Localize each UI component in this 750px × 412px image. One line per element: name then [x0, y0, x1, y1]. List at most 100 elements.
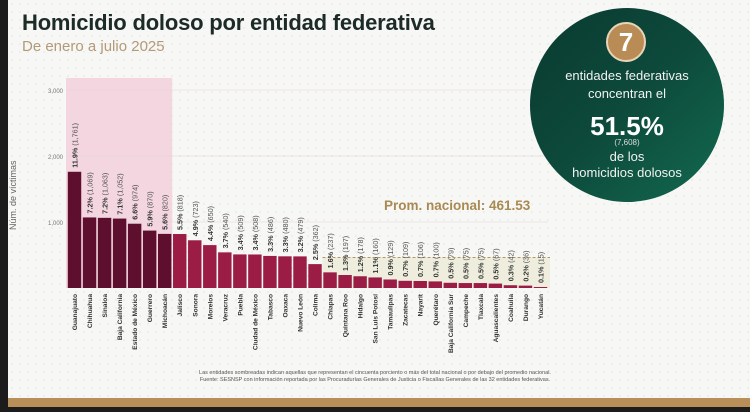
footnote-note: Las entidades sombreadas indican aquella…: [199, 370, 551, 376]
bar: [127, 223, 142, 288]
data-label: 7.2% (1,063): [101, 173, 110, 214]
bar: [518, 285, 533, 288]
x-tick-label: Tamaulipas: [388, 294, 395, 330]
x-tick-label: Ciudad de México: [252, 294, 259, 350]
data-label: 3.4% (509): [236, 215, 245, 250]
page-subtitle: De enero a julio 2025: [22, 38, 165, 55]
data-label: 3.4% (508): [251, 215, 260, 250]
x-tick-label: Nuevo León: [297, 294, 304, 332]
data-label: 4.9% (723): [191, 201, 200, 236]
bar: [428, 281, 442, 288]
data-label: 1.6% (237): [326, 233, 335, 268]
data-label: 1.3% (197): [341, 236, 350, 271]
bar: [323, 272, 337, 288]
callout-percent: 51.5%: [590, 111, 664, 141]
callout-line-2: concentran el: [587, 86, 667, 101]
data-label: 0.5% (75): [476, 248, 485, 279]
data-label: 0.7% (106): [416, 242, 425, 277]
data-label: 0.5% (75): [461, 248, 470, 279]
x-tick-label: Coahuila: [508, 294, 515, 322]
data-label: 1.2% (178): [356, 237, 365, 272]
bar: [97, 217, 112, 288]
bar: [488, 283, 503, 288]
x-tick-label: Sinaloa: [102, 294, 109, 318]
data-label: 4.4% (650): [206, 206, 215, 241]
bar: [413, 281, 427, 288]
y-axis-label: Núm. de víctimas: [8, 160, 18, 230]
x-tick-label: Nayarit: [418, 293, 425, 316]
y-tick-label: 2,000: [48, 155, 64, 161]
callout-line-4: homicidios dolosos: [572, 165, 682, 180]
bar: [308, 264, 322, 288]
bar: [398, 280, 412, 288]
x-tick-label: Estado de México: [132, 294, 139, 350]
data-label: 0.7% (109): [401, 242, 410, 277]
data-label: 6.6% (974): [131, 185, 140, 220]
bar: [188, 240, 202, 288]
data-label: 7.2% (1,069): [86, 172, 95, 213]
average-label: Prom. nacional: 461.53: [384, 198, 531, 213]
x-tick-label: Veracruz: [222, 293, 229, 321]
data-label: 3.3% (486): [266, 217, 275, 252]
bar: [533, 287, 548, 288]
data-label: 7.1% (1,052): [116, 173, 125, 214]
bar: [112, 218, 127, 288]
page-title: Homicidio doloso por entidad federativa: [22, 10, 435, 35]
x-tick-label: Querétaro: [433, 294, 440, 326]
x-tick-label: Aguascalientes: [493, 294, 500, 343]
x-tick-label: Hidalgo: [358, 294, 365, 318]
x-tick-label: San Luis Potosí: [373, 293, 380, 344]
footer-gold-bar: [8, 398, 750, 407]
x-tick-label: Durango: [523, 294, 530, 321]
y-tick-label: 1,000: [48, 221, 64, 227]
x-tick-label: Chihuahua: [87, 294, 94, 328]
data-label: 3.3% (480): [281, 217, 290, 252]
data-label: 11.9% (1,761): [71, 123, 80, 168]
x-tick-label: Baja California Sur: [448, 294, 455, 353]
data-label: 0.3% (42): [506, 250, 515, 281]
x-tick-label: Campeche: [463, 294, 470, 328]
x-tick-label: Chiapas: [328, 294, 335, 320]
bar: [263, 255, 277, 288]
data-label: 0.7% (100): [431, 242, 440, 277]
bar: [353, 276, 367, 288]
data-label: 0.1% (15): [536, 252, 545, 283]
data-label: 1.1% (160): [371, 238, 380, 273]
data-label: 0.5% (67): [491, 248, 500, 279]
data-label: 2.5% (362): [311, 225, 320, 260]
data-label: 0.2% (36): [521, 250, 530, 281]
data-label: 5.6% (820): [161, 195, 170, 230]
callout-count: (7,608): [614, 138, 640, 147]
data-label: 5.5% (818): [176, 195, 185, 230]
y-tick-label: 3,000: [48, 89, 64, 95]
bar: [383, 279, 397, 288]
bar: [278, 256, 292, 288]
data-label: 0.9% (129): [386, 240, 395, 275]
bar: [142, 230, 157, 288]
data-label: 0.5% (79): [446, 248, 455, 279]
footnote-source: Fuente: SESNSP con información reportada…: [199, 377, 551, 383]
bar: [218, 252, 232, 288]
bar: [233, 254, 247, 288]
x-tick-label: Guerrero: [147, 294, 154, 322]
data-label: 3.2% (479): [296, 217, 305, 252]
callout-line-1: entidades federativas: [565, 68, 689, 83]
bar: [203, 245, 217, 288]
data-label: 3.7% (540): [221, 213, 230, 248]
bar: [248, 254, 262, 288]
count-badge: 7: [606, 22, 646, 62]
bar: [458, 283, 473, 288]
bar: [338, 274, 352, 288]
x-tick-label: Baja California: [117, 294, 124, 341]
bar: [157, 233, 172, 288]
x-tick-label: Zacatecas: [403, 294, 410, 326]
bar: [503, 285, 518, 288]
bar: [293, 256, 307, 288]
bar: [443, 282, 458, 288]
bar: [473, 283, 488, 288]
x-tick-label: Michoacán: [162, 294, 169, 328]
data-label: 5.9% (870): [146, 191, 155, 226]
x-tick-label: Sonora: [192, 294, 199, 317]
bar: [82, 217, 97, 288]
